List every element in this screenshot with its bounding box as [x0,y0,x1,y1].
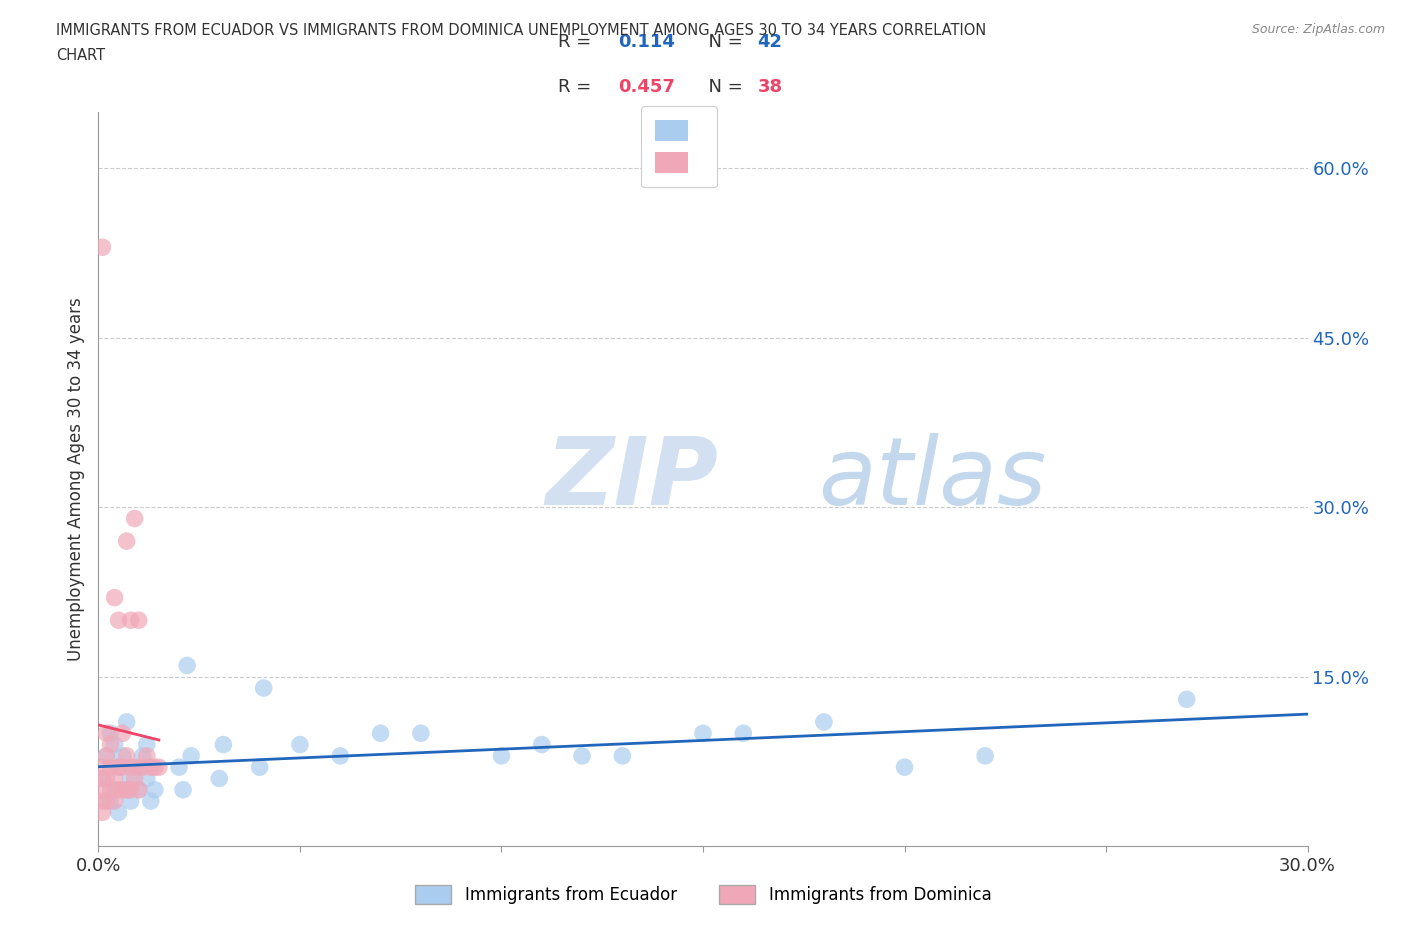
Text: CHART: CHART [56,48,105,63]
Text: N =: N = [697,33,748,51]
Point [107,760,129,775]
Point [100,725,122,740]
Text: atlas: atlas [818,433,1046,525]
Point [167,760,190,775]
Point [612,749,634,764]
Text: Source: ZipAtlas.com: Source: ZipAtlas.com [1251,23,1385,36]
Point [128,782,150,797]
Point [91,782,114,797]
Point [409,725,432,740]
Point [571,749,593,764]
Point [100,782,122,797]
Point [91,760,114,775]
Point [530,737,553,752]
Point [107,613,129,628]
Point [96,793,118,808]
Point [132,760,155,775]
Point [733,725,755,740]
Point [974,749,997,764]
Point [120,793,142,808]
Point [107,760,129,775]
Text: 42: 42 [758,33,782,51]
Point [128,760,150,775]
Text: R =: R = [558,78,598,97]
Point [103,771,125,786]
Point [91,771,114,786]
Text: R =: R = [558,33,598,51]
Point [96,771,118,786]
Legend: , : , [641,106,717,187]
Point [91,240,114,255]
Point [111,782,134,797]
Point [96,749,118,764]
Point [100,737,122,752]
Point [1175,692,1198,707]
Point [329,749,352,764]
Text: IMMIGRANTS FROM ECUADOR VS IMMIGRANTS FROM DOMINICA UNEMPLOYMENT AMONG AGES 30 T: IMMIGRANTS FROM ECUADOR VS IMMIGRANTS FR… [56,23,987,38]
Point [115,714,138,729]
Point [212,737,235,752]
Point [120,771,142,786]
Y-axis label: Unemployment Among Ages 30 to 34 years: Unemployment Among Ages 30 to 34 years [66,297,84,661]
Point [143,760,166,775]
Point [107,805,129,820]
Point [100,793,122,808]
Point [253,681,276,696]
Point [132,749,155,764]
Point [115,782,138,797]
Point [135,749,157,764]
Point [176,658,198,673]
Point [813,714,835,729]
Point [139,760,162,775]
Point [172,782,194,797]
Point [111,760,134,775]
Point [120,782,142,797]
Point [115,782,138,797]
Text: 0.114: 0.114 [619,33,675,51]
Point [249,760,271,775]
Point [128,613,150,628]
Point [103,793,125,808]
Text: N =: N = [697,78,748,97]
Point [103,782,125,797]
Point [143,782,166,797]
Point [96,725,118,740]
Point [491,749,513,764]
Point [124,771,146,786]
Point [107,782,129,797]
Point [103,591,125,605]
Text: 0.457: 0.457 [619,78,675,97]
Point [288,737,311,752]
Point [139,793,162,808]
Point [893,760,915,775]
Point [180,749,202,764]
Point [103,737,125,752]
Text: ZIP: ZIP [546,433,718,525]
Point [115,534,138,549]
Text: 38: 38 [758,78,783,97]
Point [135,771,157,786]
Point [148,760,170,775]
Point [135,737,157,752]
Point [91,805,114,820]
Point [208,771,231,786]
Point [124,760,146,775]
Point [120,613,142,628]
Point [692,725,714,740]
Point [120,760,142,775]
Point [96,749,118,764]
Legend: Immigrants from Ecuador, Immigrants from Dominica: Immigrants from Ecuador, Immigrants from… [406,877,1000,912]
Point [111,749,134,764]
Point [91,771,114,786]
Point [111,725,134,740]
Point [115,749,138,764]
Point [124,512,146,526]
Point [128,782,150,797]
Point [370,725,392,740]
Point [91,793,114,808]
Point [100,760,122,775]
